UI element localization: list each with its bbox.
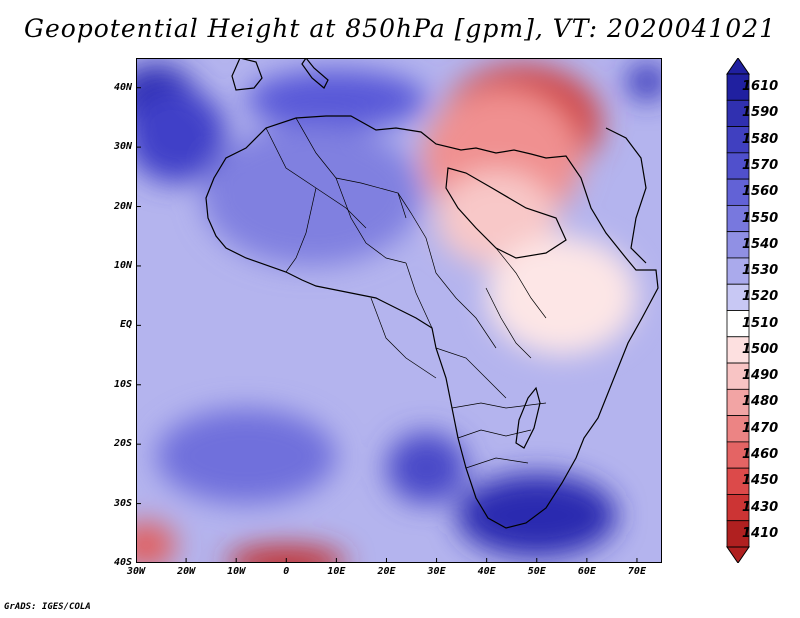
colorbar-label: 1460 [742,447,779,463]
africa-coastline [205,115,659,529]
map-frame [136,58,662,563]
lon-label: 20E [377,566,396,577]
lon-label: 10E [327,566,346,577]
arabia-coastline [445,167,567,259]
lon-label: 30W [126,566,146,577]
lon-label: 0 [283,566,290,577]
map-panel [136,58,662,563]
colorbar-label: 1490 [742,368,779,384]
map-title: Geopotential Height at 850hPa [gpm], VT:… [23,14,777,43]
lat-label: EQ [119,319,132,331]
italy-coastline [301,58,329,89]
field-region-13 [201,123,422,266]
coastlines [205,58,659,529]
lat-label: 20N [113,200,132,212]
height-field-shading [136,63,662,563]
colorbar-label: 1500 [742,341,779,357]
colorbar-label: 1450 [742,473,779,489]
axis-ticks [136,87,638,563]
country-borders [265,117,547,469]
field-region-1 [136,87,227,183]
colorbar-label: 1470 [742,420,779,436]
lat-label: 20S [113,438,132,450]
lon-label: 30E [427,566,446,577]
map-canvas [136,58,662,563]
lat-label: 30S [113,497,132,509]
field-region-7 [626,63,662,100]
lon-label: 10W [227,566,246,577]
colorbar-label: 1510 [742,315,779,331]
lon-label: 40E [477,566,496,577]
field-region-10 [156,408,337,504]
colorbar-label: 1410 [742,525,779,541]
colorbar-label: 1560 [742,184,779,200]
lat-label: 40S [113,557,132,568]
colorbar-label: 1520 [742,289,779,305]
colorbar [726,58,750,563]
colorbar-label: 1570 [742,157,779,173]
field-region-5 [436,170,557,266]
lat-label: 10N [113,259,132,271]
colorbar-top-arrow [726,58,750,75]
lon-label: 60E [577,566,596,577]
lon-label: 70E [627,566,646,577]
field-region-11 [136,521,177,563]
colorbar-label: 1480 [742,394,779,410]
colorbar-label: 1590 [742,105,779,121]
field-region-9 [386,432,467,504]
colorbar-label: 1580 [742,131,779,147]
colorbar-bottom-arrow [726,546,750,563]
colorbar-label: 1530 [742,263,779,279]
lon-label: 50E [527,566,546,577]
colorbar-label: 1540 [742,236,779,252]
field-region-2 [246,69,427,130]
grads-credit: GrADS: IGES/COLA [4,602,91,612]
lon-label: 20W [177,566,196,577]
colorbar-label: 1430 [742,499,779,515]
madagascar-coastline [515,386,541,449]
lat-label: 10S [113,378,132,390]
field-region-12 [226,545,347,563]
iberia-coastline [231,58,263,91]
lat-label: 40N [113,81,132,93]
lat-label: 30N [113,141,132,153]
india-coastline [605,127,647,264]
field-region-6 [486,236,637,356]
colorbar-label: 1610 [742,79,779,95]
colorbar-label: 1550 [742,210,779,226]
